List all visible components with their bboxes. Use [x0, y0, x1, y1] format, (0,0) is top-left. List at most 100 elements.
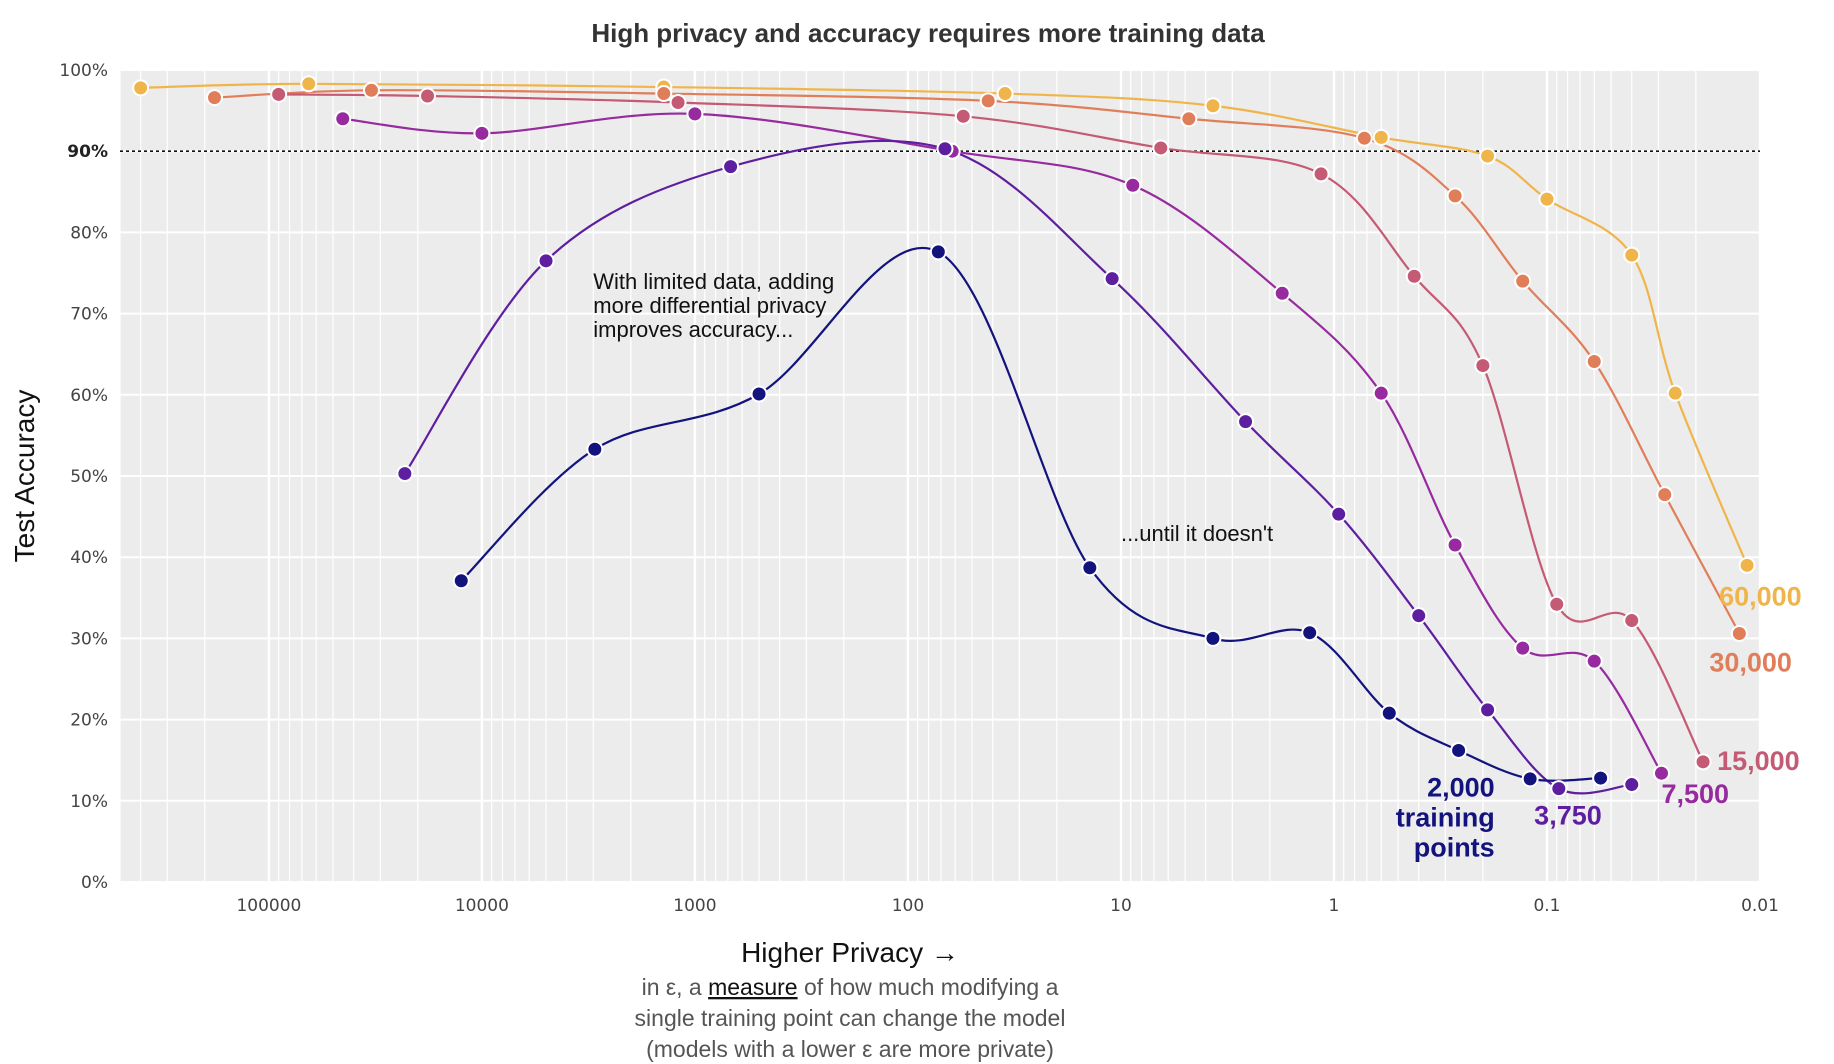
- series-label: 3,750: [1534, 801, 1602, 831]
- y-tick-label: 10%: [70, 792, 108, 812]
- y-tick-label: 80%: [70, 223, 108, 243]
- data-point: [1479, 147, 1497, 165]
- annotations: With limited data, adding more differenti…: [593, 269, 1273, 546]
- data-point: [1312, 165, 1330, 183]
- y-tick-label: 90%: [67, 142, 108, 162]
- data-point: [396, 465, 414, 483]
- annotation-text: With limited data, adding more differenti…: [593, 269, 834, 342]
- data-point: [979, 92, 997, 110]
- data-point: [1380, 704, 1398, 722]
- data-point: [132, 79, 150, 97]
- y-axis-ticks: 0% 10% 20% 30% 40% 50% 60% 70% 80% 90% 100%: [59, 61, 108, 893]
- data-point: [1623, 246, 1641, 264]
- series-line: [214, 89, 1741, 635]
- y-tick-label: 40%: [70, 548, 108, 568]
- annotation-text: ...until it doesn't: [1121, 521, 1273, 546]
- x-tick-label: 1000: [673, 896, 716, 916]
- data-point: [1656, 486, 1674, 504]
- x-tick-label: 10000: [455, 896, 509, 916]
- data-point: [1081, 559, 1099, 577]
- data-point: [1521, 770, 1539, 788]
- data-point: [1103, 270, 1121, 288]
- y-tick-label: 70%: [70, 305, 108, 325]
- data-point: [362, 81, 380, 99]
- data-point: [270, 85, 288, 103]
- data-point: [1474, 357, 1492, 375]
- data-point: [300, 75, 318, 93]
- x-tick-label: 100: [892, 896, 924, 916]
- data-point: [1548, 595, 1566, 613]
- series-line: [140, 82, 1749, 566]
- data-point: [419, 87, 437, 105]
- x-tick-label: 10: [1110, 896, 1132, 916]
- major-gridlines: [120, 69, 1762, 883]
- data-point: [586, 440, 604, 458]
- x-axis-title: Higher Privacy →: [741, 937, 959, 968]
- series-line: [278, 93, 1705, 763]
- data-point: [1410, 607, 1428, 625]
- data-point: [750, 385, 768, 403]
- series-label: 15,000: [1717, 746, 1800, 776]
- measure-link[interactable]: measure: [708, 974, 797, 1000]
- x-axis-subtitle-line: (models with a lower ε are more private): [646, 1036, 1054, 1062]
- data-point: [686, 105, 704, 123]
- data-point: [1372, 384, 1390, 402]
- data-point: [1405, 267, 1423, 285]
- x-tick-label: 100000: [236, 896, 301, 916]
- x-axis-subtitle-line: in ε, a measure of how much modifying a: [642, 974, 1059, 1000]
- data-point: [1694, 753, 1712, 771]
- data-point: [929, 243, 947, 261]
- data-point: [936, 140, 954, 158]
- series-label: 2,000 training points: [1396, 773, 1495, 863]
- data-point: [1550, 780, 1568, 798]
- data-point: [1623, 612, 1641, 630]
- data-point: [1450, 741, 1468, 759]
- data-point: [1124, 176, 1142, 194]
- data-point: [1738, 556, 1756, 574]
- data-point: [1623, 776, 1641, 794]
- data-point: [334, 110, 352, 128]
- data-point: [1273, 284, 1291, 302]
- data-point: [1592, 769, 1610, 787]
- y-tick-label: 20%: [70, 711, 108, 731]
- x-tick-label: 0.1: [1533, 896, 1560, 916]
- data-point: [1237, 413, 1255, 431]
- chart-title: High privacy and accuracy requires more …: [591, 18, 1265, 48]
- y-tick-label: 60%: [70, 386, 108, 406]
- data-point: [1372, 128, 1390, 146]
- data-point: [1446, 536, 1464, 554]
- data-point: [1585, 353, 1603, 371]
- data-point: [722, 158, 740, 176]
- data-point: [1301, 624, 1319, 642]
- data-point: [1514, 272, 1532, 290]
- data-point: [473, 124, 491, 142]
- y-tick-label: 30%: [70, 629, 108, 649]
- y-axis-title: Test Accuracy: [9, 390, 40, 563]
- data-point: [1585, 652, 1603, 670]
- data-point: [1355, 129, 1373, 147]
- data-point: [1730, 625, 1748, 643]
- data-point: [1152, 139, 1170, 157]
- x-axis-subtitle: in ε, a measure of how much modifying a s…: [635, 974, 1066, 1062]
- data-point: [1446, 187, 1464, 205]
- data-point: [669, 93, 687, 111]
- data-point: [206, 89, 224, 107]
- data-point: [1479, 701, 1497, 719]
- data-point: [1538, 190, 1556, 208]
- data-point: [1653, 764, 1671, 782]
- data-point: [954, 107, 972, 125]
- x-axis-subtitle-line: single training point can change the mod…: [635, 1005, 1066, 1031]
- data-point: [537, 252, 555, 270]
- y-tick-label: 0%: [81, 873, 108, 893]
- x-axis-ticks: 100000 10000 1000 100 10 1 0.1 0.01: [236, 896, 1778, 916]
- data-point: [996, 85, 1014, 103]
- y-tick-label: 100%: [59, 61, 108, 81]
- x-tick-label: 1: [1329, 896, 1340, 916]
- x-tick-label: 0.01: [1741, 896, 1779, 916]
- series-label: 7,500: [1662, 779, 1730, 809]
- data-point: [1514, 639, 1532, 657]
- series-label: 60,000: [1719, 581, 1802, 611]
- y-tick-label: 50%: [70, 467, 108, 487]
